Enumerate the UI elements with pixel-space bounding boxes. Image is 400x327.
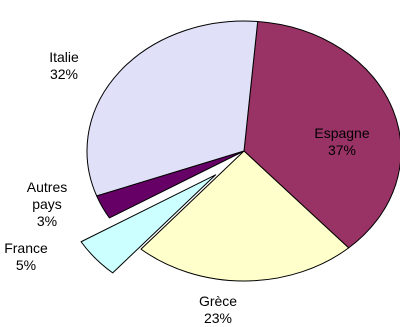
slice-label-espagne: Espagne 37% [314,125,369,158]
pie-slice-grèce [140,150,350,282]
pie-slice-italie [86,20,259,197]
pie-slice-espagne [243,20,400,249]
slice-label-autres-pays: Autres pays 3% [27,179,67,229]
slice-label-italie: Italie 32% [49,49,79,82]
pie-slice-france [80,174,217,274]
slice-label-grèce: Grèce 23% [199,293,237,326]
slice-labels: Espagne 37% Grèce 23% France 5% Autres pays 3% It… [4,49,370,326]
slice-label-france: France 5% [4,240,48,273]
pie-slices [80,20,400,282]
